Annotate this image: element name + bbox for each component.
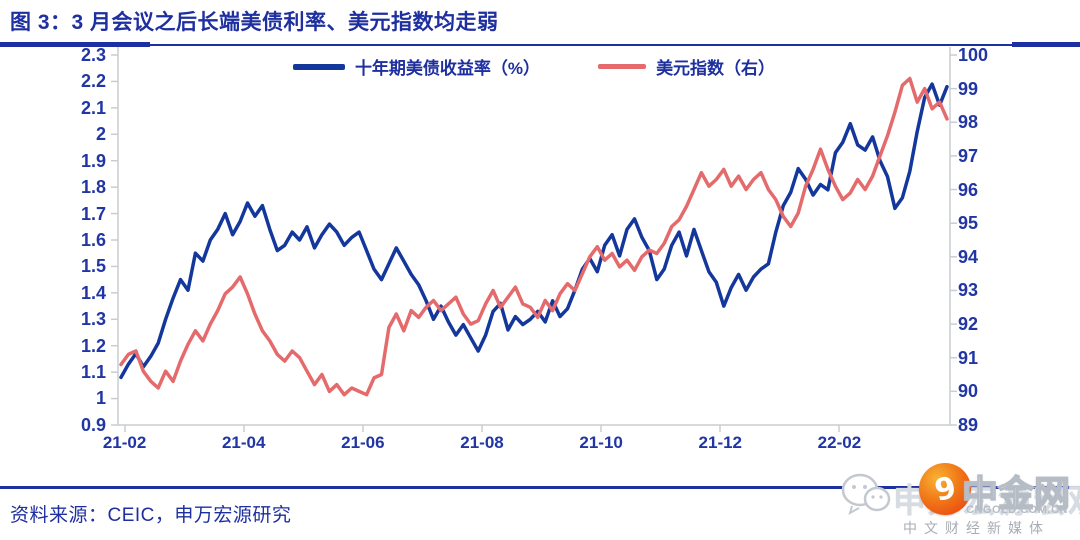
x-axis-tick-label: 21-04 [221, 433, 266, 452]
figure-title: 图 3：3 月会议之后长端美债利率、美元指数均走弱 [10, 11, 499, 34]
footer-divider [0, 486, 1080, 489]
y-axis-left-tick-label: 1.8 [80, 177, 106, 198]
y-axis-right-tick-label: 95 [958, 213, 979, 234]
x-axis-tick-labels: 21-02 21-04 21-06 21-08 21-10 21-12 22-02 [65, 433, 899, 453]
y-axis-left-tick-label: 2 [95, 124, 106, 145]
y-axis-left-tick-label: 1.9 [80, 150, 106, 171]
y-axis-right-tick-label: 96 [958, 179, 979, 200]
y-axis-left-tick-label: 1.3 [80, 309, 106, 330]
y-axis-right-tick-label: 97 [958, 145, 979, 166]
x-axis-tick-label: 21-06 [341, 433, 385, 452]
watermark-site-name: 中金网 [961, 472, 1071, 515]
source-note: 资料来源：CEIC，申万宏源研究 [10, 505, 292, 526]
watermark-tagline: 中文财经新媒体 [903, 520, 1050, 536]
y-axis-right-tick-label: 91 [958, 347, 979, 368]
legend-label-treasury-yield: 十年期美债收益率（%） [354, 59, 541, 78]
y-axis-left-tick-label: 2.1 [80, 97, 106, 118]
treasury-line-swatch-icon [292, 63, 345, 70]
x-axis-tick-label: 21-08 [460, 433, 504, 452]
y-axis-left-tick-labels: 2.3 2.2 2.1 2 1.9 1.8 1.7 1.6 1.5 1.4 1.3 1.2 1.1 1 0.… [40, 45, 106, 435]
legend-item-treasury-yield: 十年期美债收益率（%） [292, 54, 541, 79]
y-axis-left-tick-label: 2.2 [80, 71, 106, 92]
y-axis-right-tick-label: 89 [958, 414, 979, 435]
title-underline [0, 44, 1080, 46]
dxy-line-swatch-icon [598, 64, 647, 69]
title-underline-right-accent [1012, 42, 1080, 47]
legend-item-dollar-index: 美元指数（右） [598, 54, 775, 79]
y-axis-left-tick-label: 1.2 [80, 335, 106, 356]
y-axis-left-tick-label: 1 [95, 388, 106, 409]
y-axis-left-tick-label: 1.6 [80, 229, 106, 250]
y-axis-left-tick-label: 1.4 [80, 282, 106, 303]
y-axis-left-tick-label: 1.7 [80, 203, 106, 224]
y-axis-right-tick-label: 98 [958, 112, 979, 133]
wechat-icon [841, 473, 891, 516]
y-axis-right-tick-labels: 100 99 98 97 96 95 94 93 92 91 90 89 [958, 45, 1018, 435]
y-axis-left-tick-label: 1.1 [80, 362, 106, 383]
x-axis-tick-label: 21-10 [579, 433, 623, 452]
y-axis-right-tick-label: 90 [958, 381, 979, 402]
y-axis-right-tick-label: 92 [958, 314, 979, 334]
x-axis-tick-label: 21-02 [102, 433, 147, 452]
watermark-site-url: CNGOLD.COM.CN [966, 504, 1068, 516]
chart-legend: 十年期美债收益率（%） 美元指数（右） [118, 54, 950, 79]
title-underline-left-accent [0, 42, 150, 47]
y-axis-left-tick-label: 2.3 [80, 45, 106, 65]
cngold-logo-icon: 9 [919, 463, 971, 515]
x-axis-tick-label: 22-02 [817, 433, 862, 452]
x-axis-tick-label: 21-12 [698, 433, 743, 452]
y-axis-right-tick-label: 94 [958, 246, 979, 267]
watermark-wechat-account-name: 申万宏源宏观 [893, 482, 1080, 519]
y-axis-right-tick-label: 99 [958, 78, 979, 99]
y-axis-right-tick-label: 100 [958, 45, 989, 65]
legend-label-dollar-index: 美元指数（右） [656, 59, 776, 78]
y-axis-left-tick-label: 1.5 [80, 256, 106, 277]
y-axis-right-tick-label: 93 [958, 280, 979, 301]
y-axis-left-tick-label: 0.9 [80, 414, 106, 435]
